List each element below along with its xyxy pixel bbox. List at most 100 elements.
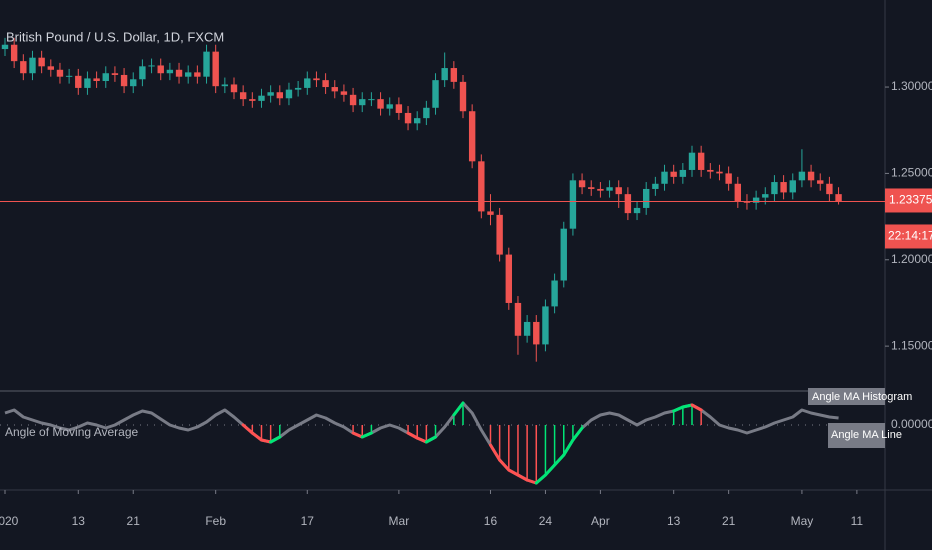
candle-body	[459, 81, 467, 112]
indicator-line-highlight	[507, 468, 520, 477]
x-tick-label: 13	[667, 514, 681, 528]
candle-body	[38, 57, 45, 67]
candle-body	[10, 44, 18, 62]
x-tick-label: Feb	[205, 514, 226, 528]
candle-body	[478, 161, 485, 212]
candle-body	[111, 73, 119, 75]
candle-body	[688, 152, 696, 170]
x-tick-label: 17	[301, 514, 315, 528]
indicator-line-highlight	[516, 473, 529, 482]
candle-body	[313, 78, 320, 81]
candle-body	[304, 78, 311, 88]
indicator-line-highlight	[571, 426, 584, 442]
candle-body	[661, 171, 668, 184]
candle-body	[29, 57, 36, 74]
candle-body	[93, 78, 100, 82]
candle-body	[496, 214, 503, 255]
candle-body	[212, 51, 219, 87]
legend-label: Angle MA Line	[831, 429, 902, 441]
candle-body	[725, 173, 732, 184]
candle-body	[166, 69, 174, 74]
candle-body	[514, 302, 522, 336]
indicator-line-highlight	[488, 443, 502, 462]
candle-body	[423, 107, 430, 119]
candle-body	[652, 183, 659, 189]
candle-body	[340, 91, 348, 95]
candle-body	[203, 51, 210, 77]
candle-body	[697, 152, 705, 170]
indicator-line-highlight	[269, 435, 282, 444]
indicator-line-highlight	[415, 436, 428, 444]
candle-body	[762, 194, 769, 198]
chart-title: British Pound / U.S. Dollar, 1D, FXCM	[6, 29, 224, 44]
last-price-box	[885, 188, 932, 213]
candle-body	[377, 99, 384, 109]
legend-box	[828, 423, 885, 448]
candle-body	[258, 95, 265, 101]
x-tick-label: Apr	[591, 514, 610, 528]
candle-body	[716, 171, 723, 174]
indicator-line-highlight	[525, 478, 538, 485]
candle-body	[65, 75, 73, 77]
candle-body	[322, 80, 329, 88]
candle-body	[331, 87, 338, 92]
candle-body	[20, 61, 27, 74]
y-tick-label: 1.20000	[891, 252, 932, 266]
candle-body	[505, 254, 512, 303]
candle-body	[441, 68, 448, 81]
x-tick-label: 21	[722, 514, 736, 528]
candle-body	[130, 79, 137, 87]
candle-body	[707, 169, 714, 172]
candle-body	[230, 84, 238, 93]
y-tick-label: 1.30000	[891, 79, 932, 93]
candle-body	[267, 92, 274, 96]
candle-body	[359, 99, 366, 106]
x-tick-label: 11	[851, 514, 864, 528]
candle-body	[789, 180, 796, 193]
candle-body	[386, 104, 393, 109]
candle-body	[285, 89, 293, 99]
candle-body	[624, 194, 632, 214]
candle-body	[551, 280, 558, 307]
x-tick-label: 13	[72, 514, 86, 528]
candle-body	[643, 188, 650, 208]
candle-body	[56, 69, 64, 77]
indicator-line-highlight	[534, 473, 547, 485]
candle-body	[249, 99, 256, 101]
candle-body	[120, 74, 128, 87]
countdown-label: 22:14:17	[888, 229, 932, 243]
x-tick-label: 16	[484, 514, 498, 528]
candle-body	[221, 84, 229, 87]
indicator-line-highlight	[681, 403, 694, 409]
candle-body	[615, 187, 622, 195]
candle-body	[807, 171, 815, 181]
last-price-label: 1.23375	[889, 193, 932, 207]
y-tick-label: 1.15000	[891, 338, 932, 352]
x-tick-label: 2020	[0, 514, 19, 528]
candle-body	[780, 182, 787, 193]
candle-body	[294, 87, 302, 90]
candle-body	[542, 306, 549, 345]
candle-body	[47, 66, 54, 70]
candle-body	[523, 321, 531, 336]
x-tick-label: May	[791, 514, 814, 528]
legend-box	[808, 388, 885, 405]
candle-body	[450, 68, 458, 82]
candle-body	[533, 321, 540, 345]
candle-body	[414, 118, 421, 124]
x-tick-label: 21	[127, 514, 141, 528]
indicator-line-highlight	[406, 431, 419, 440]
candle-body	[606, 187, 613, 191]
indicator-line-highlight	[241, 423, 254, 435]
indicator-line-highlight	[424, 435, 438, 444]
candle-body	[239, 92, 247, 100]
candle-body	[826, 183, 833, 195]
candle-body	[734, 183, 741, 202]
candle-body	[578, 180, 586, 188]
candle-body	[670, 171, 677, 177]
candle-body	[157, 65, 164, 74]
candle-body	[597, 188, 604, 191]
candle-body	[679, 169, 687, 177]
candle-body	[752, 197, 760, 203]
candle-body	[468, 111, 476, 162]
